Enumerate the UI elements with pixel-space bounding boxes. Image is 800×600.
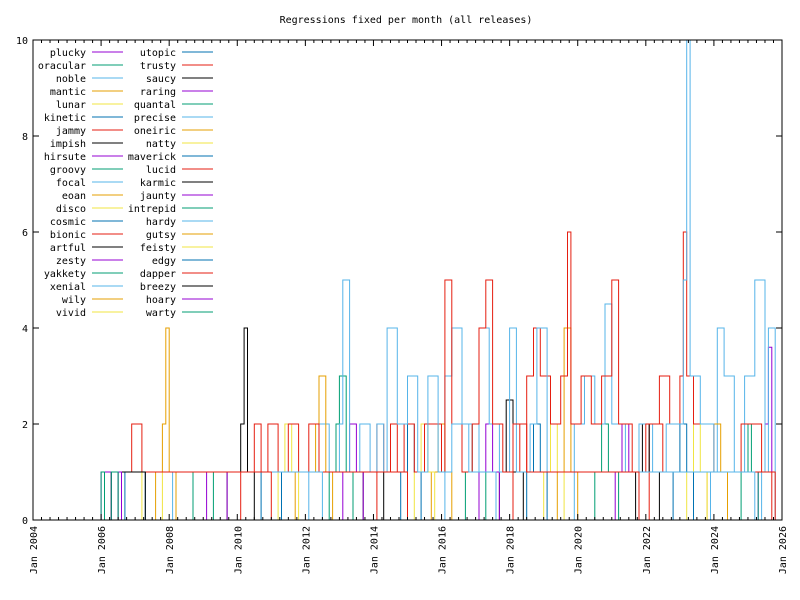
y-tick-label: 0 <box>22 516 28 527</box>
series-line-lucid <box>233 423 408 521</box>
legend-label-raring: raring <box>140 87 176 98</box>
x-tick-label: Jan 2012 <box>301 526 312 574</box>
legend-label-eoan: eoan <box>62 191 86 202</box>
series-line-saucy <box>356 471 385 521</box>
legend-label-mantic: mantic <box>50 87 86 98</box>
series-line-quantal <box>322 375 354 521</box>
series-line-breezy <box>101 471 146 521</box>
legend-label-noble: noble <box>56 74 86 85</box>
legend-label-kinetic: kinetic <box>44 113 86 124</box>
legend-label-yakkety: yakkety <box>44 269 86 280</box>
legend-label-edgy: edgy <box>152 256 176 267</box>
chart-title: Regressions fixed per month (all release… <box>280 15 533 26</box>
legend-label-maverick: maverick <box>128 152 176 163</box>
series-line-feisty <box>135 471 163 521</box>
x-tick-label: Jan 2004 <box>29 526 40 574</box>
legend-label-zesty: zesty <box>56 256 86 267</box>
series-line-noble <box>703 279 776 521</box>
y-tick-label: 4 <box>22 324 28 335</box>
x-tick-label: Jan 2016 <box>438 526 449 574</box>
legend-label-lunar: lunar <box>56 100 86 111</box>
legend-label-warty: warty <box>146 308 176 319</box>
legend-label-plucky: plucky <box>50 48 86 59</box>
legend: plucky oracular noble mantic lunar kinetic jam… <box>38 48 213 319</box>
series-layer <box>97 39 776 521</box>
series-line-artful <box>492 399 524 521</box>
x-tick-label: Jan 2026 <box>778 526 789 574</box>
series-line-zesty <box>472 423 500 521</box>
legend-label-oracular: oracular <box>38 61 86 72</box>
legend-label-saucy: saucy <box>146 74 176 85</box>
series-line-maverick <box>254 471 282 521</box>
legend-label-intrepid: intrepid <box>128 204 176 215</box>
x-tick-label: Jan 2020 <box>574 526 585 574</box>
legend-label-vivid: vivid <box>56 308 86 319</box>
y-tick-label: 6 <box>22 228 28 239</box>
legend-label-jammy: jammy <box>56 126 86 137</box>
x-tick-label: Jan 2014 <box>370 526 381 574</box>
legend-label-bionic: bionic <box>50 230 86 241</box>
x-tick-label: Jan 2018 <box>506 526 517 574</box>
series-line-focal <box>567 39 763 521</box>
x-tick-label: Jan 2022 <box>642 526 653 574</box>
legend-label-xenial: xenial <box>50 282 86 293</box>
series-line-edgy <box>118 471 146 521</box>
legend-label-dapper: dapper <box>140 269 176 280</box>
series-line-warty <box>97 471 119 521</box>
legend-label-hirsute: hirsute <box>44 152 86 163</box>
series-line-trusty <box>370 279 640 521</box>
legend-label-lucid: lucid <box>146 165 176 176</box>
legend-label-oneiric: oneiric <box>134 126 176 137</box>
legend-label-feisty: feisty <box>140 243 176 254</box>
x-tick-label: Jan 2006 <box>97 526 108 574</box>
series-line-intrepid <box>186 471 214 521</box>
legend-label-wily: wily <box>62 295 86 306</box>
legend-label-cosmic: cosmic <box>50 217 86 228</box>
legend-label-karmic: karmic <box>140 178 176 189</box>
legend-label-focal: focal <box>56 178 86 189</box>
series-line-karmic <box>220 327 255 521</box>
x-tick-label: Jan 2008 <box>165 526 176 574</box>
legend-label-hardy: hardy <box>146 217 176 228</box>
series-line-oneiric <box>288 375 334 521</box>
legend-label-impish: impish <box>50 139 86 150</box>
legend-label-breezy: breezy <box>140 282 176 293</box>
x-tick-label: Jan 2024 <box>710 526 721 574</box>
legend-label-natty: natty <box>146 139 176 150</box>
y-tick-label: 2 <box>22 420 28 431</box>
series-line-plucky <box>754 346 773 521</box>
legend-label-hoary: hoary <box>146 295 176 306</box>
axis-layer: 0 2 4 6 8 10 Jan 2004 Jan 2006 Jan 2008 Jan 2010 J… <box>16 36 789 574</box>
legend-label-quantal: quantal <box>134 100 176 111</box>
legend-label-gutsy: gutsy <box>146 230 176 241</box>
x-tick-label: Jan 2010 <box>233 526 244 574</box>
legend-label-trusty: trusty <box>140 61 176 72</box>
series-line-vivid <box>407 423 436 521</box>
legend-label-groovy: groovy <box>50 165 86 176</box>
legend-label-disco: disco <box>56 204 86 215</box>
y-tick-label: 8 <box>22 132 28 143</box>
legend-label-utopic: utopic <box>140 48 176 59</box>
y-tick-label: 10 <box>16 36 28 47</box>
legend-label-artful: artful <box>50 243 86 254</box>
series-line-precise <box>302 279 497 521</box>
legend-label-precise: precise <box>134 113 176 124</box>
legend-label-jaunty: jaunty <box>140 191 176 202</box>
